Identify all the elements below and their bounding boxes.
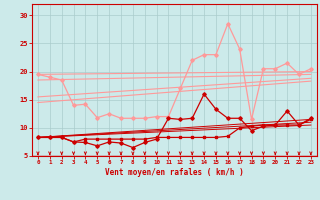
X-axis label: Vent moyen/en rafales ( km/h ): Vent moyen/en rafales ( km/h ) — [105, 168, 244, 177]
